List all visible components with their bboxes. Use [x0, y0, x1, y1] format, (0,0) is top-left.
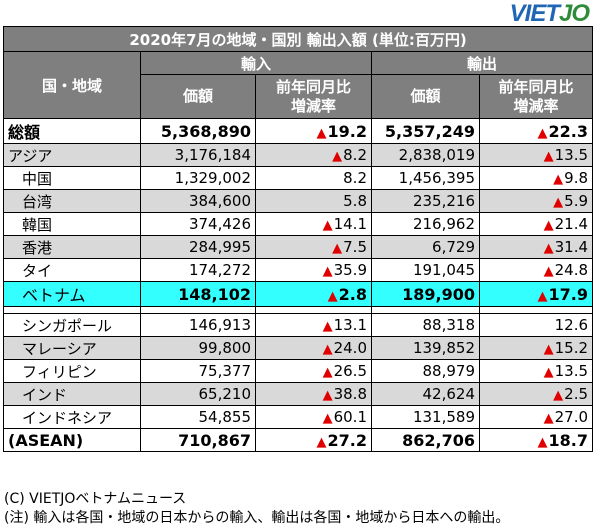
header-export-value: 価額 — [371, 74, 480, 119]
table-row: 香港 284,995 ▲7.5 6,729 ▲31.4 — [3, 235, 594, 259]
table-row: シンガポール 146,913 ▲13.1 88,318 12.6 — [3, 313, 594, 337]
trade-table: 2020年7月の地域・国別 輸出入額 (単位:百万円) 国・地域 輸入 輸出 価… — [2, 26, 594, 452]
table-row: アジア 3,176,184 ▲8.2 2,838,019 ▲13.5 — [3, 143, 594, 167]
table-row-asean: (ASEAN) 710,867 ▲27.2 862,706 ▲18.7 — [3, 428, 594, 452]
header-export: 輸出 — [370, 51, 594, 75]
header-import-value: 価額 — [140, 74, 256, 119]
header-region: 国・地域 — [3, 51, 141, 119]
table-row: 中国 1,329,002 8.2 1,456,395 ▲9.8 — [3, 166, 594, 190]
table-row: マレーシア 99,800 ▲24.0 139,852 ▲15.2 — [3, 336, 594, 360]
table-row: 韓国 374,426 ▲14.1 216,962 ▲21.4 — [3, 212, 594, 236]
row-spacer — [3, 306, 594, 314]
credit-line: (C) VIETJOベトナムニュース — [4, 491, 187, 507]
table-row: フィリピン 75,377 ▲26.5 88,979 ▲13.5 — [3, 359, 594, 383]
footnotes: (C) VIETJOベトナムニュース (注) 輸入は各国・地域の日本からの輸入、… — [4, 490, 509, 528]
note-line: (注) 輸入は各国・地域の日本からの輸入、輸出は各国・地域から日本への輸出。 — [4, 510, 510, 526]
table-row: 総額 5,368,890 ▲19.2 5,357,249 ▲22.3 — [3, 118, 594, 144]
table-row: インド 65,210 ▲38.8 42,624 ▲2.5 — [3, 382, 594, 406]
table-row: 台湾 384,600 5.8 235,216 ▲5.9 — [3, 189, 594, 213]
header-export-change: 前年同月比 増減率 — [478, 74, 594, 119]
header-import-change: 前年同月比 増減率 — [255, 74, 372, 119]
table-row: インドネシア 54,855 ▲60.1 131,589 ▲27.0 — [3, 405, 594, 429]
vietjo-logo: VIETJO — [509, 0, 590, 27]
table-row-vietnam: ベトナム 148,102 ▲2.8 189,900 ▲17.9 — [3, 281, 594, 307]
header-import: 輸入 — [140, 51, 372, 75]
table-row: タイ 174,272 ▲35.9 191,045 ▲24.8 — [3, 258, 594, 282]
table-title: 2020年7月の地域・国別 輸出入額 (単位:百万円) — [2, 26, 594, 52]
